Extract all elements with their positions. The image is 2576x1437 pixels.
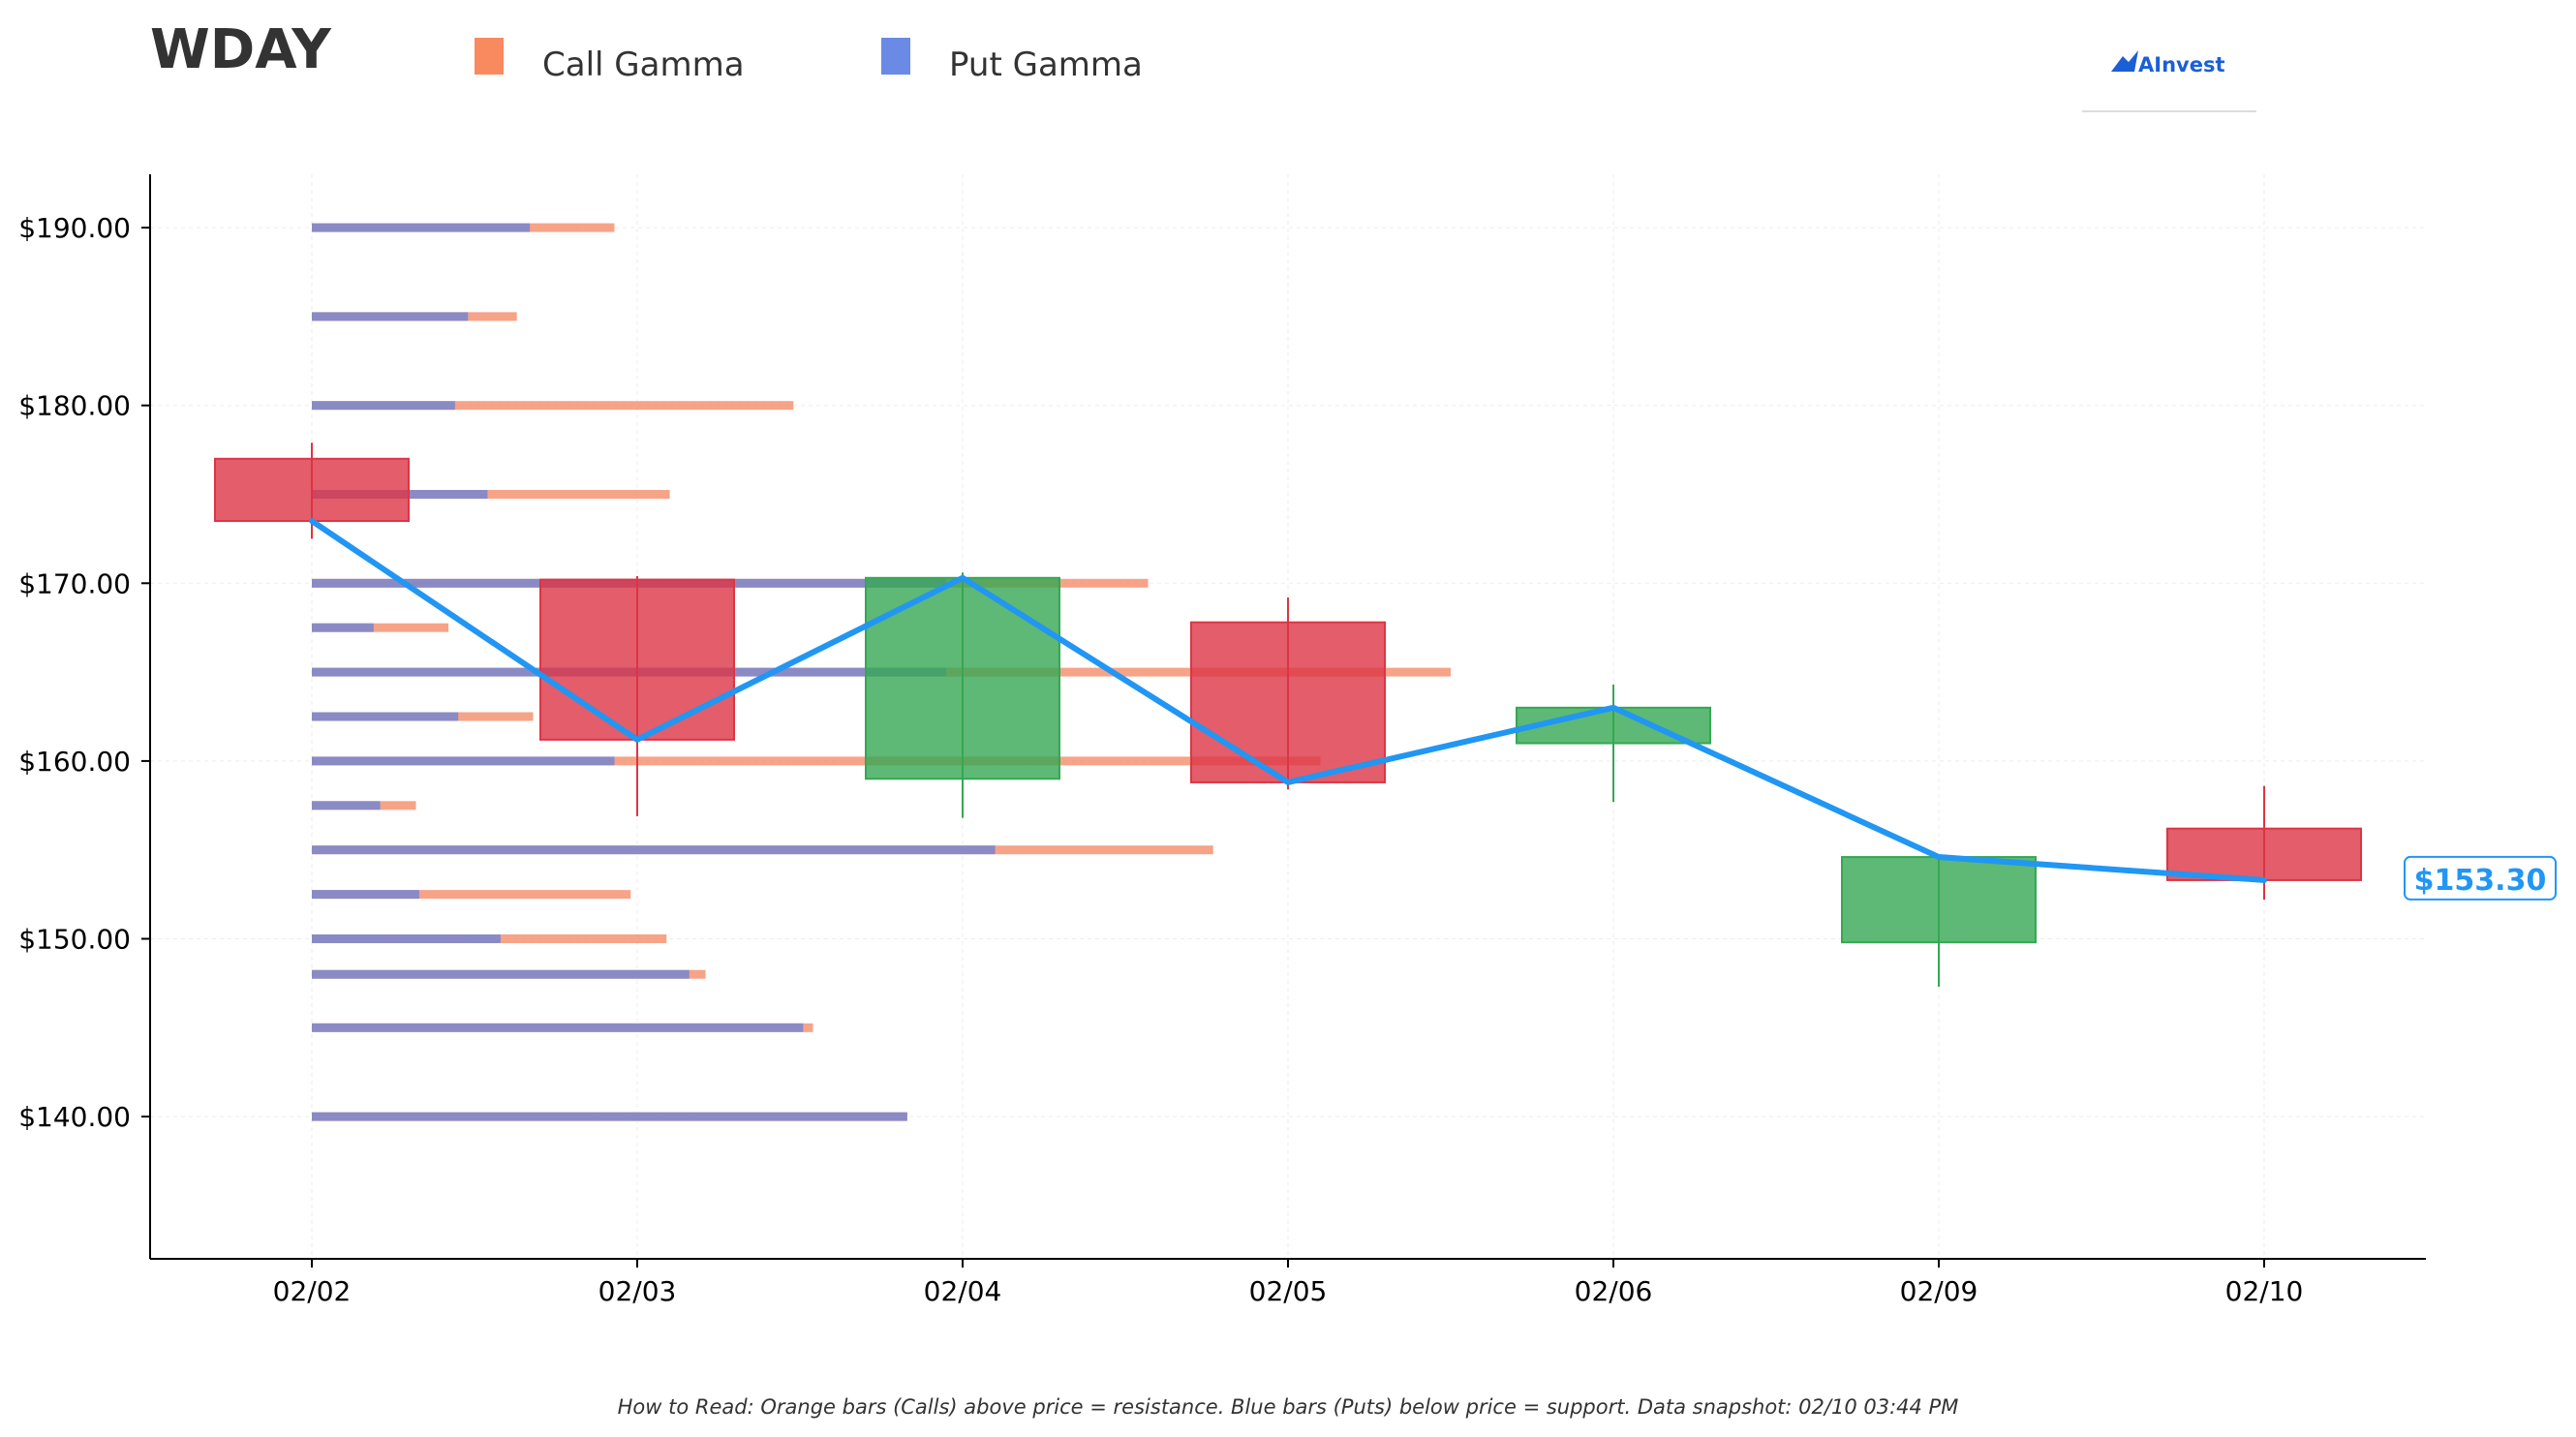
- candle-body: [1190, 621, 1386, 783]
- put-gamma-bar: [312, 712, 459, 721]
- candles: [214, 443, 2362, 988]
- x-tick-label: 02/03: [598, 1275, 677, 1307]
- call-gamma-legend-swatch: [475, 38, 504, 75]
- y-tick-label: $170.00: [18, 567, 131, 599]
- put-gamma-bar: [312, 312, 469, 321]
- candle-body: [1841, 856, 2037, 944]
- call-gamma-bar: [312, 890, 631, 900]
- chart-title: WDAY: [150, 18, 332, 81]
- put-gamma-bar: [312, 223, 531, 232]
- put-gamma-bar: [312, 1023, 804, 1032]
- call-gamma-bar: [312, 401, 794, 411]
- put-gamma-bar: [312, 1112, 907, 1121]
- candle-body: [539, 578, 735, 741]
- last-price-box: [2404, 855, 2557, 901]
- y-tick-label: $180.00: [18, 390, 131, 422]
- put-gamma-bar: [312, 890, 419, 900]
- axes: $190.00 $180.00 $170.00 $160.00 $150.00 $140.…: [18, 174, 2426, 1307]
- put-gamma-bar: [312, 845, 996, 855]
- put-gamma-legend-label: Put Gamma: [949, 46, 1143, 84]
- put-gamma-bar: [312, 969, 690, 979]
- candle-body: [214, 457, 410, 523]
- x-tick-label: 02/10: [2225, 1275, 2304, 1307]
- last-price-label: $153.30: [2414, 864, 2547, 898]
- brand-name: AInvest: [2138, 53, 2225, 76]
- call-gamma-bar: [312, 756, 1321, 766]
- y-tick-label: $160.00: [18, 746, 131, 778]
- call-gamma-bar: [312, 623, 449, 632]
- how-to-read-footnote: How to Read: Orange bars (Calls) above p…: [618, 1395, 1959, 1419]
- call-gamma-bar: [312, 489, 670, 499]
- put-gamma-bar: [312, 756, 615, 766]
- put-gamma-bar: [312, 934, 501, 944]
- x-tick-label: 02/02: [273, 1275, 352, 1307]
- brand-logo: AInvest: [2082, 50, 2256, 112]
- close-price-polyline: [309, 518, 2267, 883]
- y-tick-label: $140.00: [18, 1101, 131, 1133]
- x-tick-label: 02/05: [1249, 1275, 1328, 1307]
- last-price-badge: $153.30: [2404, 855, 2557, 901]
- put-gamma-bar: [312, 623, 374, 632]
- brand-chart-icon: [2111, 50, 2138, 72]
- y-tick-label: $190.00: [18, 212, 131, 244]
- put-gamma-legend-swatch: [881, 38, 910, 75]
- put-gamma-bar: [312, 801, 381, 810]
- candle-body: [2166, 827, 2362, 881]
- x-tick-label: 02/04: [924, 1275, 1002, 1307]
- put-gamma-bar: [312, 401, 455, 411]
- call-gamma-legend-label: Call Gamma: [542, 46, 745, 84]
- y-tick-label: $150.00: [18, 924, 131, 956]
- candle-body: [865, 576, 1060, 780]
- x-tick-label: 02/06: [1575, 1275, 1653, 1307]
- x-tick-label: 02/09: [1900, 1275, 1978, 1307]
- close-price-line: [309, 518, 2267, 883]
